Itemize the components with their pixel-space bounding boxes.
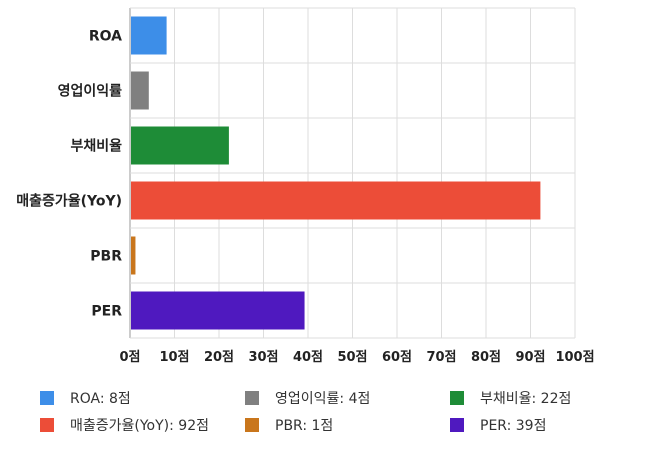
legend-item: PER: 39점 — [450, 415, 546, 435]
legend-label: 부채비율: 22점 — [480, 391, 572, 407]
bar — [131, 236, 136, 275]
legend-item: PBR: 1점 — [245, 415, 333, 435]
legend-label: 영업이익률: 4점 — [275, 391, 371, 407]
x-tick-label: 100점 — [555, 350, 594, 365]
x-tick-label: 90점 — [515, 350, 545, 365]
legend-label: ROA: 8점 — [70, 391, 131, 407]
x-tick-label: 40점 — [293, 350, 323, 365]
x-tick-label: 0점 — [119, 350, 140, 365]
bar — [131, 291, 305, 330]
legend-item: 영업이익률: 4점 — [245, 388, 370, 408]
x-tick-labels: 0점 10점 20점 30점 40점 50점 60점 70점 80점 90점 100점 — [119, 350, 594, 365]
x-tick-label: 50점 — [337, 350, 367, 365]
category-label: PER — [91, 304, 122, 320]
legend-item: 매출증가율(YoY): 92점 — [40, 415, 209, 435]
legend-swatch — [245, 391, 259, 405]
bar — [131, 181, 541, 220]
x-tick-label: 30점 — [248, 350, 278, 365]
x-tick-label: 10점 — [159, 350, 189, 365]
legend-swatch — [40, 391, 54, 405]
legend-label: 매출증가율(YoY): 92점 — [70, 418, 209, 434]
bar — [131, 71, 149, 110]
legend-item: 부채비율: 22점 — [450, 388, 571, 408]
category-label: PBR — [90, 249, 122, 265]
legend-item: ROA: 8점 — [40, 388, 131, 408]
category-label: 영업이익률 — [58, 83, 123, 100]
legend-swatch — [245, 418, 259, 432]
legend-swatch — [40, 418, 54, 432]
x-tick-label: 20점 — [204, 350, 234, 365]
bar — [131, 16, 167, 55]
category-label: 매출증가율(YoY) — [16, 193, 122, 210]
grid-lines — [129, 7, 576, 339]
category-label: ROA — [89, 29, 122, 45]
bars — [131, 16, 541, 330]
legend-label: PBR: 1점 — [275, 418, 334, 434]
legend-swatch — [450, 391, 464, 405]
x-tick-label: 70점 — [426, 350, 456, 365]
x-tick-label: 80점 — [471, 350, 501, 365]
legend-swatch — [450, 418, 464, 432]
bar — [131, 126, 229, 165]
x-tick-label: 60점 — [382, 350, 412, 365]
legend-label: PER: 39점 — [480, 418, 547, 434]
category-label: 부채비율 — [70, 138, 122, 155]
